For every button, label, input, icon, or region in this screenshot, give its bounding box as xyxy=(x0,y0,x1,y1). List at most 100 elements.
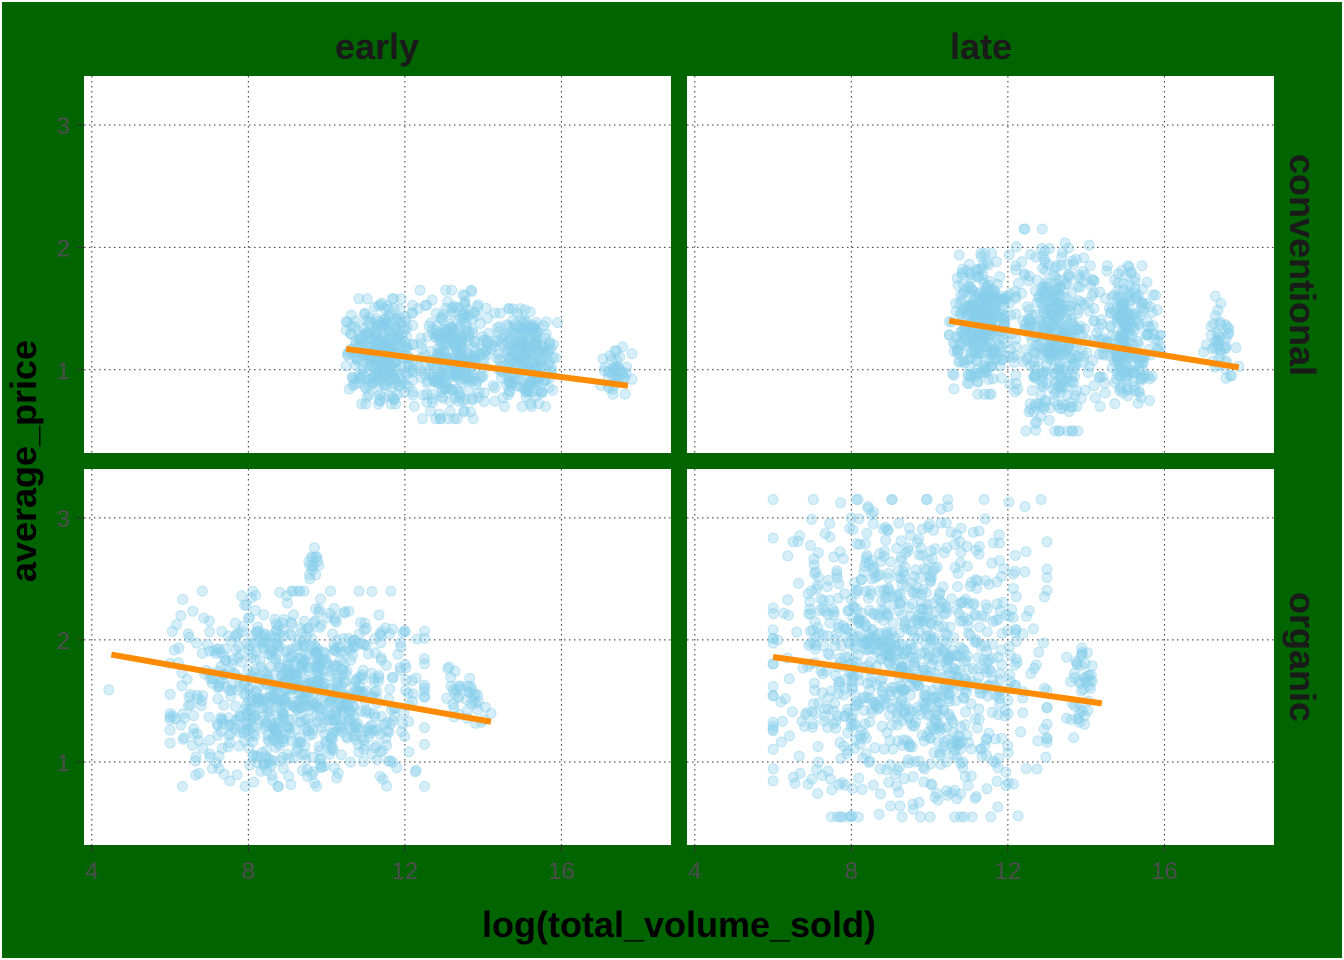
data-point xyxy=(455,348,467,360)
data-point xyxy=(522,380,534,391)
data-point xyxy=(788,771,799,783)
data-point xyxy=(402,687,414,699)
data-point xyxy=(361,685,373,697)
data-point xyxy=(835,753,847,764)
data-point xyxy=(416,338,427,350)
data-point xyxy=(916,523,928,535)
data-point xyxy=(383,364,395,376)
data-point xyxy=(873,808,885,820)
data-point xyxy=(407,339,419,351)
data-point xyxy=(1037,367,1049,379)
data-point xyxy=(504,386,516,398)
data-point xyxy=(972,271,983,283)
data-point xyxy=(466,394,478,406)
x-tick-label: 16 xyxy=(1151,858,1178,885)
data-point xyxy=(1010,349,1022,361)
data-point xyxy=(377,372,389,384)
data-point xyxy=(191,637,203,649)
data-point xyxy=(512,374,524,386)
data-point xyxy=(611,354,623,366)
data-point xyxy=(620,367,632,379)
data-point xyxy=(886,494,898,505)
data-point xyxy=(298,585,310,597)
data-point xyxy=(380,659,392,671)
data-point xyxy=(507,314,519,326)
data-point xyxy=(514,349,526,360)
data-point xyxy=(536,351,548,363)
data-point xyxy=(422,330,434,342)
data-point xyxy=(376,357,388,369)
data-point xyxy=(929,543,941,555)
data-point xyxy=(365,361,377,373)
data-point xyxy=(504,378,516,390)
data-point xyxy=(908,587,920,599)
data-point xyxy=(421,377,433,389)
data-point xyxy=(244,612,256,624)
data-point xyxy=(401,322,413,334)
data-point xyxy=(407,375,419,386)
data-point xyxy=(527,376,539,388)
data-point xyxy=(442,346,453,358)
data-point xyxy=(1067,317,1079,329)
data-point xyxy=(447,369,459,381)
data-point xyxy=(828,609,840,621)
data-point xyxy=(522,334,534,346)
data-point xyxy=(973,548,985,560)
data-point xyxy=(357,368,369,380)
data-point xyxy=(520,391,532,403)
data-point xyxy=(1012,810,1024,822)
data-point xyxy=(446,284,458,296)
data-point xyxy=(1083,305,1095,317)
data-point xyxy=(362,328,373,340)
data-point xyxy=(783,673,795,685)
data-point xyxy=(1019,501,1031,513)
data-point xyxy=(1019,318,1031,330)
data-point xyxy=(308,617,320,628)
data-point xyxy=(1020,425,1032,437)
data-point xyxy=(1029,418,1041,430)
data-point xyxy=(331,679,343,691)
data-point xyxy=(975,248,987,259)
data-point xyxy=(426,294,438,306)
data-point xyxy=(445,321,457,333)
data-point xyxy=(494,354,506,366)
data-point xyxy=(1035,494,1047,505)
data-point xyxy=(527,322,539,334)
facet-row-label-conventional: conventional xyxy=(1282,154,1323,376)
data-point xyxy=(423,320,435,332)
data-point xyxy=(466,376,478,387)
data-point xyxy=(1041,378,1053,389)
data-point xyxy=(358,322,369,334)
data-point xyxy=(1077,705,1089,717)
data-point xyxy=(933,620,944,632)
data-point xyxy=(426,393,438,405)
data-point xyxy=(824,531,836,543)
data-point xyxy=(304,573,316,585)
data-point xyxy=(220,681,232,693)
data-point xyxy=(188,710,199,722)
data-point xyxy=(429,375,441,387)
data-point xyxy=(869,742,881,754)
data-point xyxy=(428,375,440,386)
data-point xyxy=(193,735,205,747)
data-point xyxy=(407,366,419,378)
data-point xyxy=(392,331,404,343)
data-point xyxy=(518,337,530,349)
data-point xyxy=(1132,335,1144,347)
data-point xyxy=(531,327,543,339)
data-point xyxy=(435,376,447,388)
data-point xyxy=(328,603,340,614)
data-point xyxy=(536,356,548,368)
data-point xyxy=(1008,568,1019,580)
data-point xyxy=(932,592,944,604)
data-point xyxy=(454,321,466,333)
data-point xyxy=(384,326,396,338)
data-point xyxy=(512,352,523,364)
data-point xyxy=(388,293,400,305)
data-point xyxy=(906,577,918,589)
data-point xyxy=(468,341,480,353)
data-point xyxy=(367,371,379,383)
data-point xyxy=(358,370,369,382)
data-point xyxy=(1088,315,1100,327)
